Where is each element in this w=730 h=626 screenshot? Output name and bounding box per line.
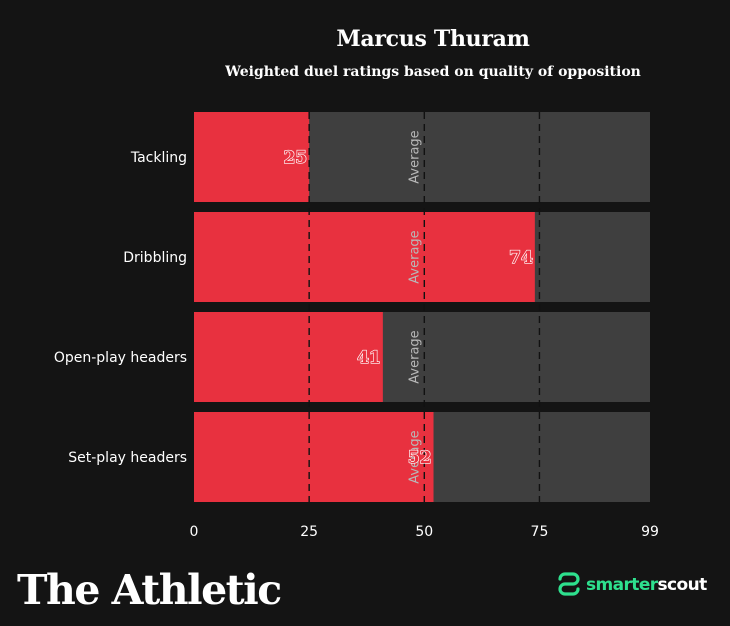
duel-ratings-chart: Tackling Dribbling Open-play headers Set-pl… [54, 112, 659, 540]
average-annotation: Average [407, 430, 422, 483]
average-annotation: Average [407, 230, 422, 283]
bar-3 [194, 312, 383, 402]
smarterscout-logo-icon [556, 570, 582, 600]
bar-4 [194, 412, 434, 502]
category-label: Dribbling [123, 250, 187, 266]
chart-subtitle: Weighted duel ratings based on quality o… [225, 64, 641, 80]
category-label: Open-play headers [54, 350, 187, 366]
x-tick-label: 0 [190, 524, 199, 540]
x-tick-label: 75 [531, 524, 549, 540]
value-label: 41 [357, 348, 381, 368]
value-label: 74 [509, 248, 533, 268]
category-label: Set-play headers [68, 450, 187, 466]
chart-title: Marcus Thuram [336, 26, 530, 52]
value-label: 25 [283, 148, 307, 168]
value-label: 52 [408, 448, 432, 468]
bar-1 [194, 112, 310, 202]
x-tick-label: 50 [415, 524, 433, 540]
x-tick-label: 25 [300, 524, 318, 540]
category-label: Tackling [130, 150, 187, 166]
smarterscout-logo: smarterscout [556, 570, 707, 600]
average-annotation: Average [407, 130, 422, 183]
smarterscout-wordmark: smarterscout [586, 575, 707, 595]
average-annotation: Average [407, 330, 422, 383]
bar-2 [194, 212, 535, 302]
x-tick-label: 99 [641, 524, 659, 540]
the-athletic-logo: The Athletic [17, 566, 282, 614]
